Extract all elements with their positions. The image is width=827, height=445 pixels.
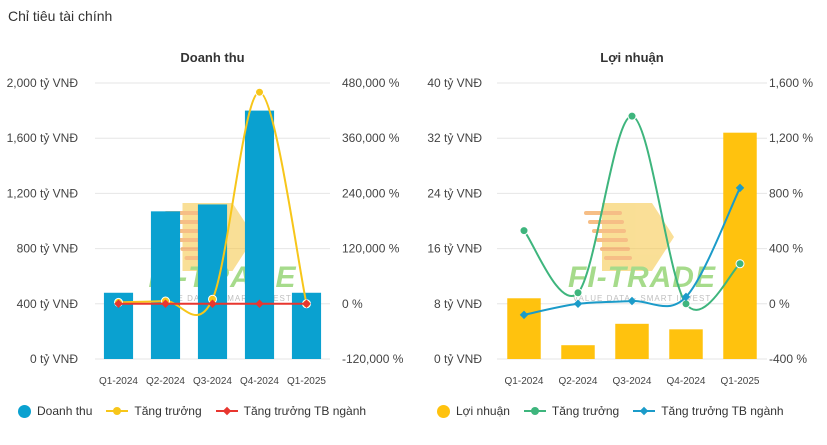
profit-y-right-tick-label: 0 % <box>769 297 790 311</box>
revenue-y-right-tick-label: 120,000 % <box>342 242 400 256</box>
revenue-y-left-tick-label: 800 tỷ VNĐ <box>17 242 79 256</box>
profit-bar <box>723 132 757 359</box>
revenue-x-tick-label: Q1-2024 <box>99 376 138 387</box>
profit-x-tick-label: Q1-2024 <box>505 376 544 387</box>
profit-line-industry-avg <box>523 187 741 316</box>
revenue-x-tick-label: Q4-2024 <box>240 376 279 387</box>
revenue-bar <box>244 110 275 359</box>
legend-label-profit: Lợi nhuận <box>456 404 510 418</box>
profit-x-tick-label: Q4-2024 <box>667 376 706 387</box>
profit-y-left-tick-label: 16 tỷ VNĐ <box>427 242 482 256</box>
profit-chart: Lợi nhuận 0 tỷ VNĐ 8 tỷ VNĐ 16 tỷ VNĐ 24 tỷ … <box>413 0 827 445</box>
revenue-y-left-tick-label: 1,200 tỷ VNĐ <box>7 186 79 200</box>
revenue-x-tick-label: Q3-2024 <box>193 376 232 387</box>
legend-swatch-profit <box>437 404 450 418</box>
profit-y-right-tick-label: -400 % <box>769 352 807 366</box>
profit-point-industry-avg <box>627 296 637 306</box>
profit-y-left-tick-label: 0 tỷ VNĐ <box>434 352 482 366</box>
profit-y-right-tick-label: 400 % <box>769 242 803 256</box>
revenue-point-industry-avg <box>114 299 123 309</box>
revenue-point-industry-avg <box>208 299 217 309</box>
revenue-y-right-tick-label: 0 % <box>342 297 363 311</box>
profit-bar <box>669 329 703 359</box>
revenue-point-growth <box>255 87 264 97</box>
revenue-y-right-tick-label: 360,000 % <box>342 131 400 145</box>
profit-watermark-stripe <box>604 256 632 260</box>
legend-swatch-profit-industry-avg <box>633 405 656 417</box>
profit-x-tick-label: Q3-2024 <box>613 376 652 387</box>
legend-swatch-profit-growth <box>523 405 546 417</box>
profit-point-growth <box>519 226 529 236</box>
profit-watermark-stripe <box>596 238 628 242</box>
profit-chart-svg: Lợi nhuận 0 tỷ VNĐ 8 tỷ VNĐ 16 tỷ VNĐ 24 tỷ … <box>427 50 813 387</box>
revenue-chart-svg: Doanh thu 0 tỷ VNĐ 400 tỷ VNĐ 800 tỷ VNĐ 1,2… <box>7 50 404 387</box>
profit-y-right-tick-label: 1,200 % <box>769 131 813 145</box>
legend-item-profit-growth[interactable]: Tăng trưởng <box>523 404 620 418</box>
profit-point-growth <box>573 288 583 298</box>
profit-y-left-tick-label: 8 tỷ VNĐ <box>434 297 482 311</box>
profit-x-tick-label: Q2-2024 <box>559 376 598 387</box>
profit-legend: Lợi nhuận Tăng trưởng Tăng trưởng TB ngà… <box>437 404 798 418</box>
profit-bar <box>507 298 541 359</box>
profit-watermark-stripe <box>600 247 630 251</box>
profit-point-growth <box>735 259 745 269</box>
profit-bar <box>615 323 649 359</box>
revenue-y-right-tick-label: -120,000 % <box>342 352 404 366</box>
legend-swatch-revenue <box>18 404 31 418</box>
profit-y-left-tick-label: 24 tỷ VNĐ <box>427 186 482 200</box>
revenue-y-left-tick-label: 2,000 tỷ VNĐ <box>7 76 79 90</box>
revenue-chart: Doanh thu 0 tỷ VNĐ 400 tỷ VNĐ 800 tỷ VNĐ 1,2… <box>0 0 413 445</box>
profit-watermark-stripe <box>584 211 622 215</box>
profit-point-industry-avg <box>573 299 583 309</box>
legend-label-revenue-growth: Tăng trưởng <box>134 404 202 418</box>
revenue-x-tick-label: Q2-2024 <box>146 376 185 387</box>
revenue-point-industry-avg <box>161 299 170 309</box>
revenue-title: Doanh thu <box>180 50 244 65</box>
profit-point-industry-avg <box>519 310 529 320</box>
legend-label-revenue: Doanh thu <box>37 404 93 418</box>
revenue-legend: Doanh thu Tăng trưởng Tăng trưởng TB ngà… <box>18 404 380 418</box>
legend-label-revenue-industry-avg: Tăng trưởng TB ngành <box>243 404 367 418</box>
legend-item-revenue-growth[interactable]: Tăng trưởng <box>106 404 202 418</box>
revenue-y-left-tick-label: 1,600 tỷ VNĐ <box>7 131 79 145</box>
legend-item-profit-industry-avg[interactable]: Tăng trưởng TB ngành <box>633 404 784 418</box>
revenue-y-left-tick-label: 0 tỷ VNĐ <box>30 352 78 366</box>
profit-watermark-tagline: VALUE DATA - SMART INVEST <box>573 294 712 303</box>
profit-y-right-tick-label: 1,600 % <box>769 76 813 90</box>
profit-watermark-brand: FI-TRADE <box>568 261 716 294</box>
revenue-y-right-tick-label: 240,000 % <box>342 186 400 200</box>
profit-point-industry-avg <box>681 292 691 302</box>
legend-item-revenue-industry-avg[interactable]: Tăng trưởng TB ngành <box>215 404 367 418</box>
profit-point-growth <box>627 111 637 121</box>
revenue-point-industry-avg <box>302 299 311 309</box>
revenue-bar <box>150 211 181 359</box>
revenue-point-industry-avg <box>255 299 264 309</box>
revenue-bar <box>197 204 228 359</box>
legend-swatch-revenue-industry-avg <box>215 405 238 417</box>
revenue-y-left-tick-label: 400 tỷ VNĐ <box>17 297 79 311</box>
revenue-x-tick-label: Q1-2025 <box>287 376 326 387</box>
profit-watermark-stripe <box>588 220 624 224</box>
profit-x-tick-label: Q1-2025 <box>721 376 760 387</box>
profit-watermark-stripe <box>592 229 626 233</box>
profit-y-left-tick-label: 32 tỷ VNĐ <box>427 131 482 145</box>
profit-y-left-tick-label: 40 tỷ VNĐ <box>427 76 482 90</box>
page-title: Chỉ tiêu tài chính <box>8 8 113 24</box>
profit-title: Lợi nhuận <box>600 50 663 65</box>
legend-label-profit-growth: Tăng trưởng <box>551 404 620 418</box>
legend-label-profit-industry-avg: Tăng trưởng TB ngành <box>661 404 784 418</box>
legend-item-revenue[interactable]: Doanh thu <box>18 404 92 418</box>
profit-bar <box>561 345 595 359</box>
profit-y-right-tick-label: 800 % <box>769 186 803 200</box>
legend-swatch-revenue-growth <box>106 405 129 417</box>
legend-item-profit[interactable]: Lợi nhuận <box>437 404 510 418</box>
revenue-y-right-tick-label: 480,000 % <box>342 76 400 90</box>
